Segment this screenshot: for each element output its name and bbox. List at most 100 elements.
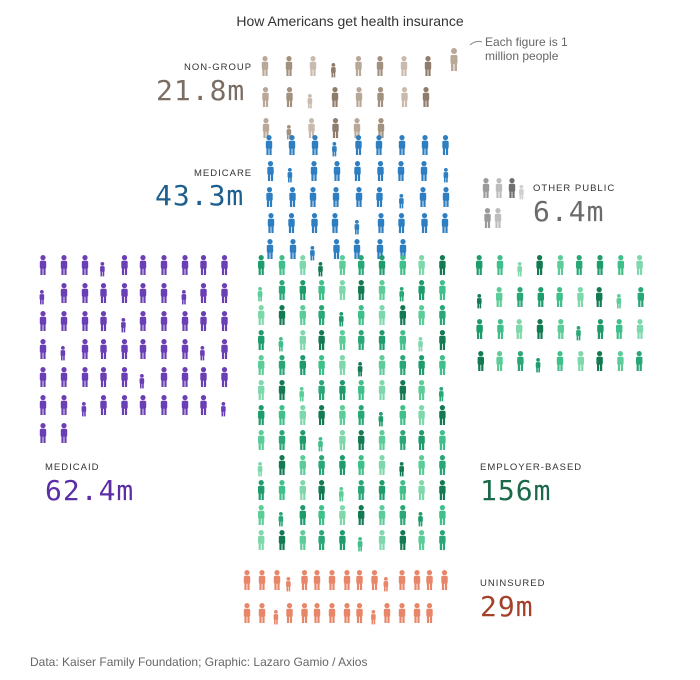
medicaid-figure bbox=[160, 339, 168, 359]
medicaid-figure bbox=[181, 311, 189, 331]
medicare-figure bbox=[354, 161, 361, 181]
employer_based-figure bbox=[358, 330, 365, 350]
medicaid-figure bbox=[181, 367, 189, 387]
employer_based-figure bbox=[358, 255, 365, 275]
value-employer-based: 156m bbox=[480, 474, 552, 507]
employer_based-figure bbox=[418, 430, 425, 450]
non_group-figure bbox=[332, 118, 339, 138]
employer_based-figure bbox=[476, 255, 483, 275]
medicaid-figure bbox=[60, 255, 68, 275]
medicaid-figure bbox=[121, 255, 128, 275]
medicaid-figure bbox=[100, 395, 107, 415]
employer_based-figure bbox=[299, 405, 306, 425]
employer_based-figure bbox=[439, 405, 446, 425]
medicare-figure bbox=[399, 194, 404, 209]
employer_based-figure bbox=[299, 505, 306, 525]
medicaid-figure bbox=[39, 395, 47, 415]
employer_based-figure bbox=[378, 505, 386, 525]
employer_based-figure bbox=[258, 430, 265, 450]
non_group-figure bbox=[307, 94, 313, 109]
employer_based-figure bbox=[378, 255, 386, 275]
medicaid-figure bbox=[39, 339, 47, 359]
uninsured-figure bbox=[328, 570, 336, 590]
uninsured-figure bbox=[313, 570, 321, 590]
label-other-public: OTHER PUBLIC bbox=[533, 183, 616, 194]
uninsured-figure bbox=[441, 570, 448, 590]
value-uninsured: 29m bbox=[480, 590, 534, 623]
employer_based-figure bbox=[339, 530, 346, 550]
medicaid-figure bbox=[181, 290, 187, 305]
employer_based-figure bbox=[399, 380, 406, 400]
medicare-figure bbox=[311, 213, 318, 233]
employer_based-figure bbox=[299, 430, 306, 450]
non_group-figure bbox=[355, 56, 362, 76]
employer_based-figure bbox=[318, 280, 325, 300]
employer_based-figure bbox=[418, 530, 425, 550]
uninsured-figure bbox=[243, 603, 251, 623]
employer_based-figure bbox=[557, 319, 564, 339]
medicaid-figure bbox=[60, 283, 68, 303]
employer_based-figure bbox=[399, 255, 406, 275]
employer_based-figure bbox=[358, 480, 365, 500]
employer_based-figure bbox=[535, 358, 541, 373]
uninsured-figure bbox=[426, 603, 433, 623]
medicaid-figure bbox=[60, 346, 66, 361]
medicare-figure bbox=[333, 161, 341, 181]
employer_based-figure bbox=[536, 255, 543, 275]
label-non-group: NON-GROUP bbox=[184, 62, 253, 73]
employer_based-figure bbox=[439, 455, 446, 475]
uninsured-figure bbox=[371, 610, 376, 625]
employer_based-figure bbox=[339, 455, 346, 475]
medicare-figure bbox=[332, 142, 337, 157]
non_group-figure bbox=[422, 87, 430, 107]
value-medicaid: 62.4m bbox=[45, 474, 135, 507]
employer_based-figure bbox=[418, 305, 425, 325]
employer_based-figure bbox=[636, 351, 643, 371]
employer_based-figure bbox=[299, 455, 306, 475]
medicaid-figure bbox=[221, 311, 228, 331]
employer_based-figure bbox=[358, 405, 365, 425]
uninsured-figure bbox=[286, 577, 291, 592]
medicaid-figure bbox=[160, 255, 168, 275]
uninsured-figure bbox=[413, 603, 421, 623]
employer_based-figure bbox=[556, 351, 564, 371]
uninsured-figure bbox=[258, 603, 266, 623]
employer_based-figure bbox=[477, 351, 484, 371]
legend-note: Each figure is 1 million people bbox=[485, 35, 568, 63]
employer_based-figure bbox=[299, 530, 306, 550]
medicare-figure bbox=[332, 187, 340, 207]
uninsured-figure bbox=[413, 570, 421, 590]
medicare-figure bbox=[266, 187, 273, 207]
employer_based-figure bbox=[339, 430, 346, 450]
medicare-figure bbox=[310, 246, 315, 261]
other_public-figure bbox=[519, 185, 524, 200]
medicare-figure bbox=[421, 213, 428, 233]
employer_based-figure bbox=[418, 380, 425, 400]
employer_based-figure bbox=[637, 287, 644, 307]
medicaid-figure bbox=[39, 311, 47, 331]
employer_based-figure bbox=[617, 351, 624, 371]
medicaid-figure bbox=[139, 339, 147, 359]
employer_based-figure bbox=[278, 430, 286, 450]
employer_based-figure bbox=[516, 319, 523, 339]
employer_based-figure bbox=[616, 319, 623, 339]
employer_based-figure bbox=[318, 305, 325, 325]
medicare-figure bbox=[442, 187, 450, 207]
value-non-group: 21.8m bbox=[156, 74, 246, 107]
medicaid-figure bbox=[200, 367, 207, 387]
medicaid-figure bbox=[160, 283, 168, 303]
employer_based-figure bbox=[517, 262, 522, 277]
chart-title: How Americans get health insurance bbox=[236, 13, 464, 29]
medicaid-figure bbox=[81, 402, 87, 417]
medicare-figure bbox=[311, 135, 319, 155]
employer_based-figure bbox=[258, 505, 265, 525]
legend-arrow bbox=[469, 40, 483, 46]
employer_based-figure bbox=[339, 505, 346, 525]
uninsured-figure bbox=[343, 603, 351, 623]
employer_based-figure bbox=[418, 512, 423, 527]
employer_based-figure bbox=[596, 287, 603, 307]
non_group-figure bbox=[355, 87, 363, 107]
medicaid-figure bbox=[160, 395, 168, 415]
medicaid-figure bbox=[181, 395, 189, 415]
other_public-figure bbox=[484, 208, 491, 228]
